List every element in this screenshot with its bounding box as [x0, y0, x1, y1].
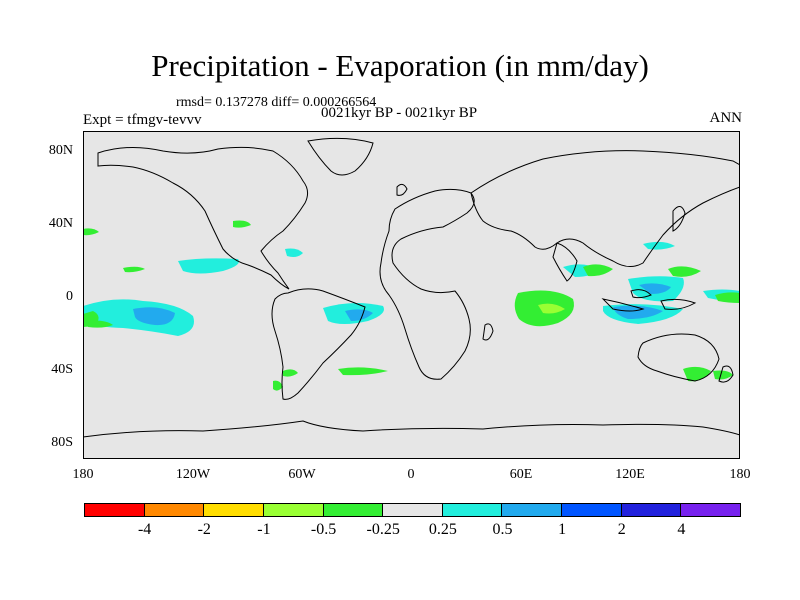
- colorbar-label: -2: [197, 521, 211, 538]
- lon-label-0: 0: [407, 467, 415, 482]
- lon-label-180w: 180: [72, 467, 94, 482]
- colorbar-label: 0.25: [428, 521, 457, 538]
- colorbar-swatch: [84, 503, 145, 517]
- colorbar-label: 4: [677, 521, 686, 538]
- world-map: [83, 131, 740, 459]
- colorbar-label: -0.25: [366, 521, 400, 538]
- lon-label-120e: 120E: [615, 467, 645, 482]
- colorbar-swatch: [382, 503, 443, 517]
- colorbar-swatch: [680, 503, 742, 517]
- colorbar-label: -4: [137, 521, 152, 538]
- coastlines: [83, 137, 740, 438]
- map-title: Precipitation - Evaporation (in mm/day): [151, 48, 649, 83]
- colorbar-label: -0.5: [310, 521, 337, 538]
- map-frame: [83, 131, 740, 459]
- colorbar-swatch: [262, 503, 324, 517]
- map-background: [83, 131, 740, 459]
- lat-label-40s: 40S: [51, 362, 73, 377]
- colorbar-label: 0.5: [492, 521, 513, 538]
- colorbar-swatch: [620, 503, 682, 517]
- field-contours: [83, 220, 740, 391]
- lon-label-120w: 120W: [175, 467, 211, 482]
- season-label: ANN: [709, 110, 743, 126]
- colorbar-swatch: [143, 503, 205, 517]
- lon-label-180e: 180: [729, 467, 751, 482]
- colorbar-swatch: [203, 503, 264, 517]
- colorbar-swatch: [501, 503, 563, 517]
- lat-label-0: 0: [66, 289, 73, 304]
- colorbar-label: -1: [257, 521, 271, 538]
- lon-label-60w: 60W: [288, 467, 316, 482]
- lat-label-80s: 80S: [51, 435, 73, 450]
- lat-label-80n: 80N: [48, 143, 73, 158]
- colorbar-swatch: [561, 503, 622, 517]
- lon-label-60e: 60E: [509, 467, 533, 482]
- colorbar-swatch: [441, 503, 503, 517]
- colorbar-swatch: [322, 503, 384, 517]
- experiment-label: Expt = tfmgv-tevvv: [83, 112, 202, 128]
- lat-label-40n: 40N: [48, 216, 73, 231]
- colorbar-label: 2: [617, 521, 626, 538]
- period-label: 0021kyr BP - 0021kyr BP: [321, 105, 478, 121]
- colorbar: [84, 503, 742, 517]
- colorbar-label: 1: [558, 521, 567, 538]
- stats-text: rmsd= 0.137278 diff= 0.000266564: [176, 95, 377, 110]
